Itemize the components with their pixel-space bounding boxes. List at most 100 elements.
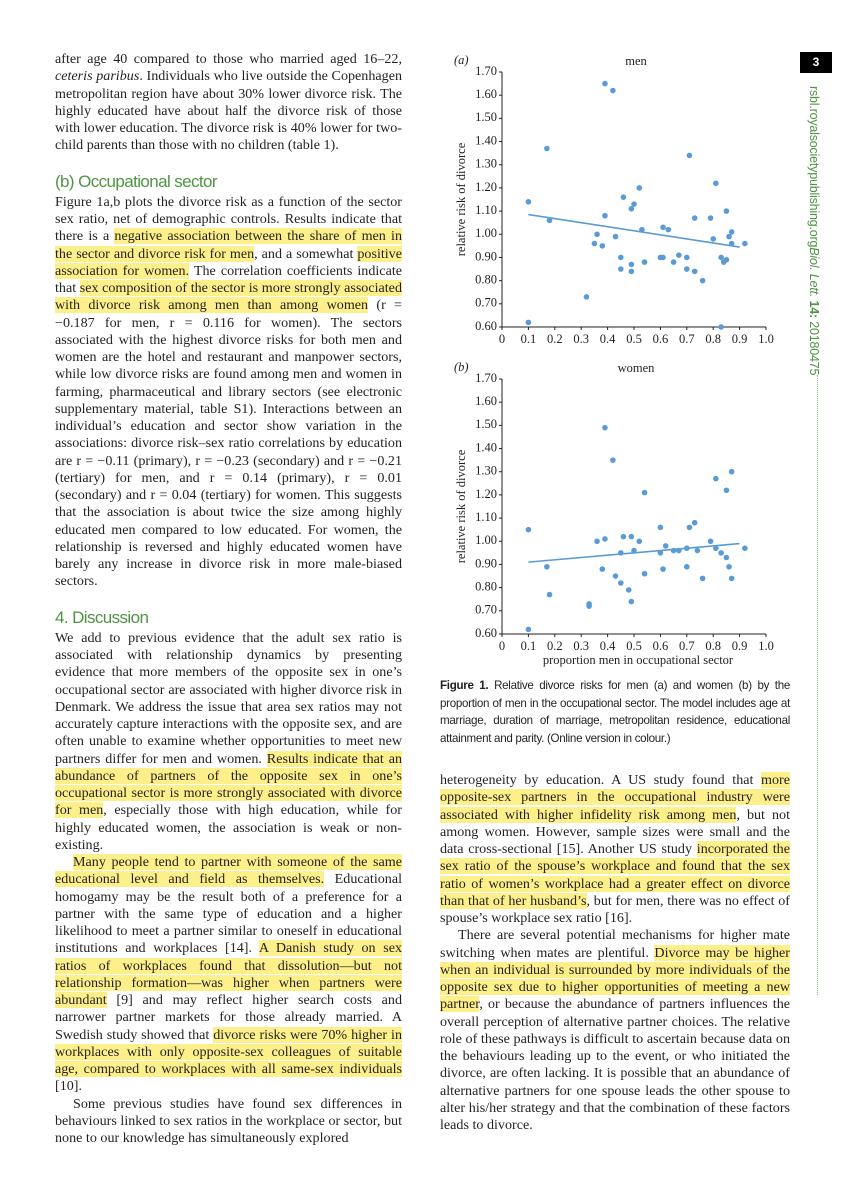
paragraph: heterogeneity by education. A US study f… <box>440 772 790 927</box>
text-run: , but not among women. However, sample s… <box>440 806 790 858</box>
data-point <box>670 259 677 265</box>
journal-name: Biol. Lett. <box>807 247 821 298</box>
left-column: after age 40 compared to those who marri… <box>55 51 403 1148</box>
article-number: 20180475 <box>807 321 821 376</box>
x-tick-label: 0.6 <box>653 332 669 346</box>
data-point <box>636 185 643 191</box>
trend-line <box>528 542 740 563</box>
data-point <box>694 547 701 554</box>
text-run: , or because the abundance of partners i… <box>440 996 790 1133</box>
paragraph: Some previous studies have found sex dif… <box>55 1096 402 1148</box>
text-run: , and a somewhat <box>254 245 358 262</box>
data-point <box>631 201 637 207</box>
data-point <box>691 519 698 526</box>
data-point <box>641 570 648 577</box>
y-tick-label: 1.30 <box>475 157 497 171</box>
data-point <box>641 259 648 265</box>
text-run: after age 40 compared to those who marri… <box>55 51 402 67</box>
highlighted-text: Many people tend to partner with someone… <box>55 854 402 888</box>
data-point <box>618 266 624 272</box>
y-tick-label: 0.90 <box>475 556 497 570</box>
journal-url: rsbl.royalsocietypublishing.org <box>807 86 821 248</box>
data-point <box>699 575 706 582</box>
x-tick-label: 0.2 <box>547 639 563 653</box>
data-point <box>625 587 632 593</box>
y-tick-label: 1.10 <box>475 510 497 524</box>
data-point <box>583 294 590 300</box>
caption-label: Figure 1. <box>440 679 489 692</box>
paragraph: Many people tend to partner with someone… <box>55 854 403 1096</box>
y-tick-label: 1.40 <box>475 133 497 147</box>
data-point <box>602 212 608 219</box>
trend-line <box>528 213 740 248</box>
data-point <box>728 229 735 235</box>
data-point <box>728 468 735 475</box>
data-point <box>662 543 669 549</box>
data-point <box>691 215 698 221</box>
y-tick-label: 1.70 <box>475 64 497 78</box>
data-point <box>610 457 616 463</box>
y-tick-label: 0.60 <box>475 319 497 333</box>
data-point <box>591 240 598 247</box>
x-tick-label: 0.1 <box>521 639 537 653</box>
data-point <box>723 208 730 214</box>
data-point <box>612 573 619 579</box>
text-run: [9] and may reflect higher search costs … <box>55 992 402 1043</box>
data-point <box>628 261 635 268</box>
y-tick-label: 1.30 <box>475 464 497 478</box>
paragraph: There are several potential mechanisms f… <box>440 927 790 1134</box>
y-tick-label: 1.60 <box>475 394 497 408</box>
data-point <box>686 152 693 159</box>
data-point <box>742 240 748 247</box>
data-point <box>660 224 666 231</box>
y-tick-label: 1.50 <box>475 110 497 124</box>
data-point <box>628 205 635 212</box>
y-tick-label: 1.40 <box>475 440 497 454</box>
text-run: ceteris paribus <box>55 68 140 85</box>
data-point <box>628 268 635 275</box>
data-point <box>546 217 553 224</box>
data-point <box>525 526 532 533</box>
data-point <box>742 545 748 552</box>
data-point <box>636 538 643 545</box>
data-point <box>594 231 600 238</box>
data-point <box>599 566 606 572</box>
x-tick-label: 0.5 <box>626 639 642 653</box>
data-point <box>710 236 716 242</box>
data-point <box>676 252 682 258</box>
x-tick-label: 0.5 <box>626 332 642 346</box>
text-run: heterogeneity by education. A US study f… <box>440 772 762 788</box>
data-point <box>620 533 627 540</box>
data-point <box>525 626 532 633</box>
data-point <box>610 87 616 94</box>
y-tick-label: 1.00 <box>475 226 497 240</box>
data-point <box>723 487 730 494</box>
text-run: Figure 1a,b plots the divorce risk as a … <box>55 193 402 245</box>
right-column: heterogeneity by education. A US study f… <box>440 772 790 1134</box>
caption-text: Relative divorce risks for men (a) and w… <box>440 679 790 745</box>
text-run: Educational homogamy may be the result b… <box>55 871 402 957</box>
x-tick-label: 1.0 <box>758 332 774 346</box>
data-point <box>728 575 735 582</box>
data-point <box>723 256 730 263</box>
highlighted-text: more opposite-sex partners in the occupa… <box>440 772 790 823</box>
data-point <box>599 243 606 249</box>
page-number: 3 <box>800 52 832 73</box>
data-point <box>618 254 624 261</box>
data-point <box>723 554 730 561</box>
data-point <box>713 545 719 552</box>
data-point <box>618 580 624 586</box>
figure-caption: Figure 1. Relative divorce risks for men… <box>440 677 790 747</box>
data-point <box>657 524 664 531</box>
text-run: . Individuals who live outside the Copen… <box>55 68 402 154</box>
text-run: We add to previous evidence that the adu… <box>55 629 402 767</box>
x-tick-label: 0.7 <box>679 332 695 346</box>
y-tick-label: 1.50 <box>475 417 497 431</box>
data-point <box>544 145 550 152</box>
y-tick-label: 0.60 <box>475 626 497 640</box>
x-tick-label: 0.3 <box>573 639 589 653</box>
x-tick-label: 1.0 <box>758 639 774 653</box>
data-point <box>660 254 666 261</box>
y-axis-label: relative risk of divorce <box>454 142 468 256</box>
data-point <box>525 319 532 326</box>
